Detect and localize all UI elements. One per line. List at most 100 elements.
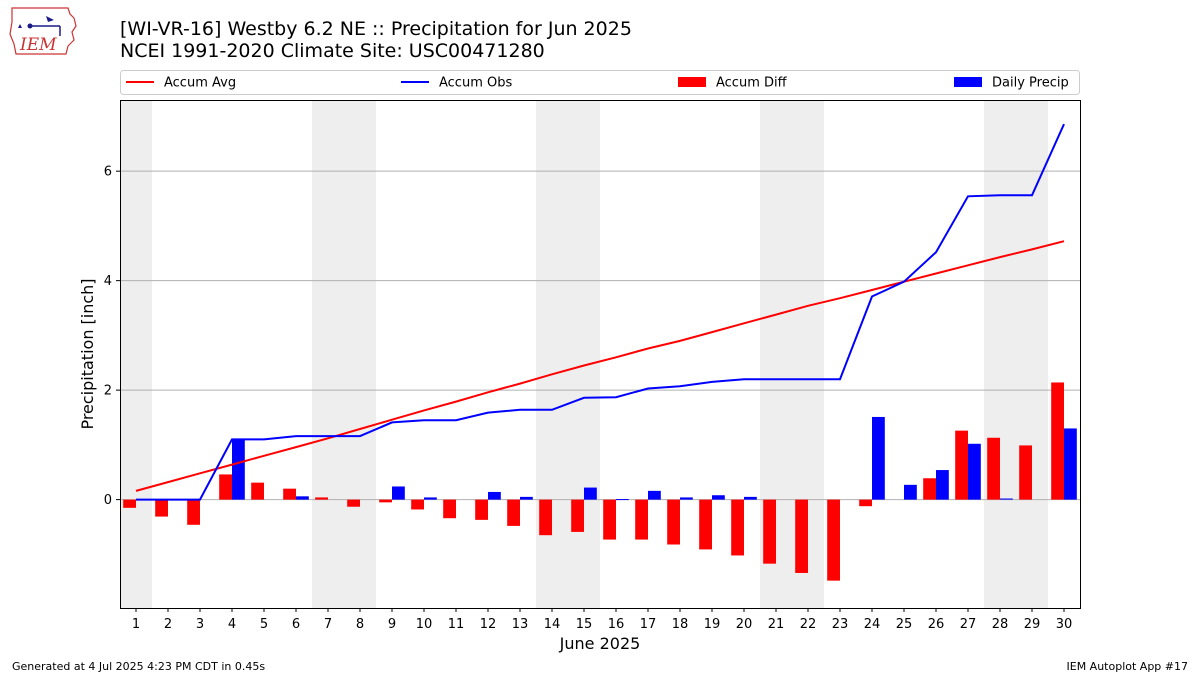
xtick-label-30: 30 (1056, 617, 1073, 632)
footer-generated: Generated at 4 Jul 2025 4:23 PM CDT in 0… (12, 660, 266, 673)
daily-bar-10 (424, 497, 437, 500)
diff-bar-22 (795, 499, 808, 573)
daily-bar-26 (936, 470, 949, 500)
grid-lines (120, 170, 1080, 501)
weekend-band-1 (120, 100, 152, 608)
chart-subtitle: NCEI 1991-2020 Climate Site: USC00471280 (120, 40, 545, 62)
xtick-label-20: 20 (736, 617, 753, 632)
diff-bar-10 (411, 499, 424, 510)
daily-bar-18 (680, 497, 693, 500)
xtick-label-19: 19 (704, 617, 721, 632)
plot-frame (120, 100, 1081, 609)
diff-bar-9 (379, 499, 392, 503)
xtick-label-10: 10 (416, 617, 433, 632)
legend-label-accum-avg: Accum Avg (164, 76, 236, 91)
bars (123, 382, 1077, 581)
diff-bar-8 (347, 499, 360, 507)
diff-bar-6 (283, 488, 296, 500)
xtick-label-5: 5 (260, 617, 268, 632)
accum-obs-line (136, 123, 1065, 501)
diff-bar-4 (219, 474, 232, 500)
daily-bar-16 (616, 499, 629, 501)
diff-bar-28 (987, 437, 1000, 500)
diff-bar-16 (603, 499, 616, 540)
diff-bar-7 (315, 497, 328, 500)
footer-app: IEM Autoplot App #17 (1066, 660, 1189, 673)
diff-bar-18 (667, 499, 680, 545)
xtick-label-28: 28 (992, 617, 1009, 632)
daily-bar-25 (904, 484, 917, 500)
lines (135, 123, 1065, 501)
xtick-label-29: 29 (1024, 617, 1041, 632)
xtick-label-14: 14 (544, 617, 561, 632)
xtick-label-23: 23 (832, 617, 849, 632)
legend: Accum Avg Accum Obs Accum Diff Daily Precip (120, 70, 1080, 95)
chart-title: [WI-VR-16] Westby 6.2 NE :: Precipitatio… (120, 18, 632, 40)
diff-bar-2 (155, 499, 168, 517)
xtick-label-6: 6 (292, 617, 300, 632)
daily-bar-9 (392, 486, 405, 500)
daily-bar-4 (232, 439, 245, 500)
weekend-band-2 (312, 100, 376, 608)
legend-label-accum-obs: Accum Obs (439, 76, 512, 91)
xtick-label-27: 27 (960, 617, 977, 632)
legend-label-daily-precip: Daily Precip (992, 76, 1069, 91)
diff-bar-3 (187, 499, 200, 525)
diff-bar-30 (1051, 382, 1064, 500)
xtick-label-18: 18 (672, 617, 689, 632)
ytick-label-2: 2 (104, 384, 112, 399)
diff-bar-5 (251, 482, 264, 500)
xtick-label-22: 22 (800, 617, 817, 632)
xtick-label-8: 8 (356, 617, 364, 632)
daily-bar-17 (648, 490, 661, 500)
xtick-label-12: 12 (480, 617, 497, 632)
xtick-label-3: 3 (196, 617, 204, 632)
logo-text: IEM (19, 35, 57, 55)
xtick-label-13: 13 (512, 617, 529, 632)
diff-bar-11 (443, 499, 456, 519)
daily-bar-13 (520, 496, 533, 500)
x-axis-label: June 2025 (559, 634, 641, 653)
legend-frame (120, 70, 1080, 95)
xtick-label-11: 11 (448, 617, 465, 632)
diff-bar-27 (955, 430, 968, 500)
diff-bar-29 (1019, 445, 1032, 500)
daily-bar-19 (712, 495, 725, 500)
xtick-label-21: 21 (768, 617, 785, 632)
y-axis-label: Precipitation [inch] (78, 278, 97, 429)
daily-bar-12 (488, 491, 501, 500)
daily-bar-27 (968, 443, 981, 500)
xtick-label-2: 2 (164, 617, 172, 632)
legend-label-accum-diff: Accum Diff (716, 76, 788, 91)
diff-bar-15 (571, 499, 584, 532)
legend-swatch-accum-diff (678, 77, 706, 87)
xtick-label-24: 24 (864, 617, 881, 632)
diff-bar-21 (763, 499, 776, 564)
xtick-label-9: 9 (388, 617, 396, 632)
weekend-band-5 (984, 100, 1048, 608)
xtick-label-4: 4 (228, 617, 236, 632)
daily-bar-28 (1000, 498, 1013, 500)
diff-bar-1 (123, 499, 136, 508)
xtick-label-25: 25 (896, 617, 913, 632)
diff-bar-13 (507, 499, 520, 526)
iem-logo: IEM (9, 7, 77, 55)
diff-bar-14 (539, 499, 552, 536)
daily-bar-24 (872, 416, 885, 500)
accum-avg-line (135, 240, 1065, 492)
diff-bar-20 (731, 499, 744, 556)
ytick-label-4: 4 (104, 274, 112, 289)
daily-bar-20 (744, 496, 757, 500)
weekend-shading (120, 100, 1048, 608)
xtick-label-7: 7 (324, 617, 332, 632)
daily-bar-6 (296, 496, 309, 500)
diff-bar-26 (923, 478, 936, 500)
diff-bar-12 (475, 499, 488, 520)
diff-bar-19 (699, 499, 712, 550)
daily-bar-30 (1064, 428, 1077, 500)
diff-bar-17 (635, 499, 648, 540)
ytick-label-0: 0 (104, 493, 112, 508)
diff-bar-23 (827, 499, 840, 581)
